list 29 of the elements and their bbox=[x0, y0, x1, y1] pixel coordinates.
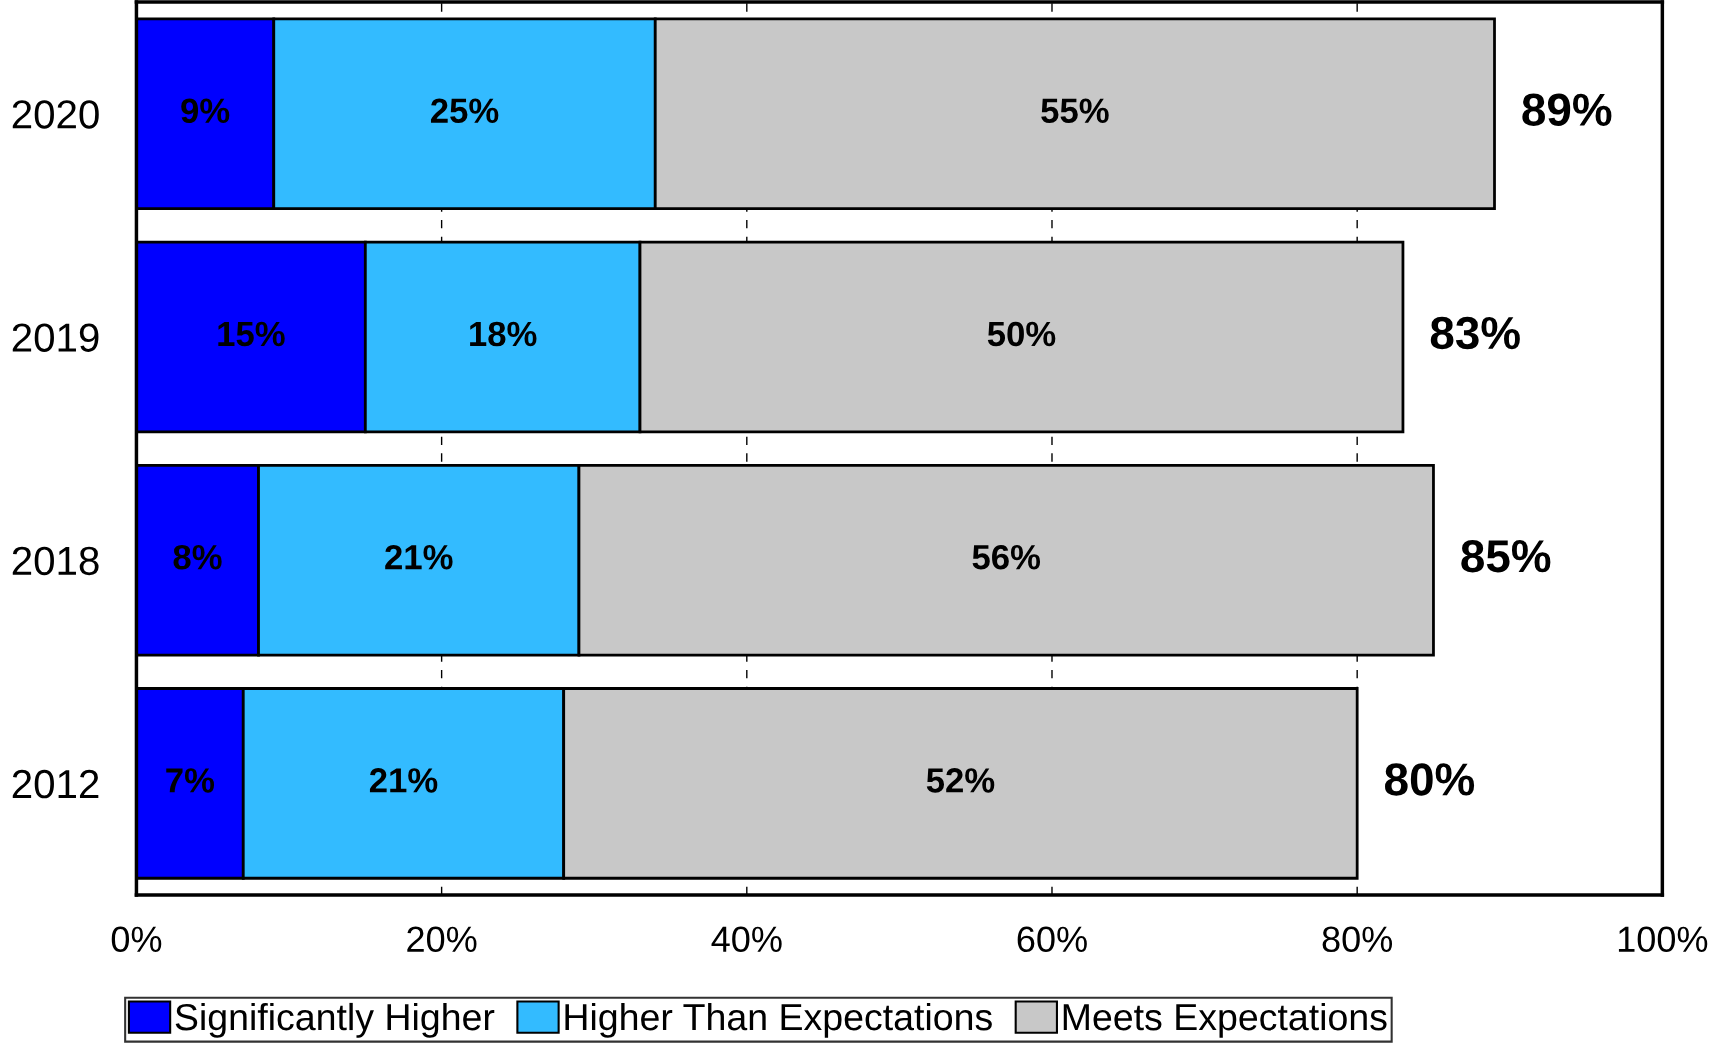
data-label: 50% bbox=[987, 321, 1056, 347]
x-tick-label: 80% bbox=[1322, 926, 1393, 953]
y-tick-label: 2018 bbox=[12, 546, 99, 576]
legend-label: Meets Expectations bbox=[1063, 1002, 1387, 1038]
data-label: 9% bbox=[181, 98, 230, 124]
x-tick-label: 0% bbox=[111, 926, 162, 953]
x-tick-label: 100% bbox=[1618, 926, 1708, 953]
x-tick-label: 40% bbox=[711, 926, 782, 953]
data-label: 18% bbox=[470, 321, 537, 347]
data-label: 7% bbox=[166, 768, 215, 793]
data-label: 56% bbox=[972, 544, 1041, 570]
data-label: 25% bbox=[430, 98, 499, 124]
y-tick-label: 2019 bbox=[12, 323, 99, 352]
total-label: 89% bbox=[1522, 93, 1612, 127]
total-label: 83% bbox=[1430, 316, 1520, 350]
total-label: 80% bbox=[1385, 763, 1475, 796]
data-label: 52% bbox=[926, 768, 995, 793]
legend-label: Higher Than Expectations bbox=[565, 1002, 992, 1038]
data-label: 21% bbox=[385, 544, 453, 570]
y-tick-label: 2020 bbox=[12, 100, 99, 129]
y-tick-label: 2012 bbox=[12, 769, 99, 799]
data-label: 15% bbox=[218, 321, 285, 347]
data-label: 21% bbox=[369, 768, 438, 793]
data-label: 8% bbox=[173, 544, 222, 570]
total-label: 85% bbox=[1461, 540, 1551, 573]
x-tick-label: 60% bbox=[1017, 926, 1087, 953]
data-label: 55% bbox=[1041, 98, 1109, 124]
x-tick-label: 20% bbox=[407, 926, 477, 953]
legend-label: Significantly Higher bbox=[175, 1002, 495, 1038]
